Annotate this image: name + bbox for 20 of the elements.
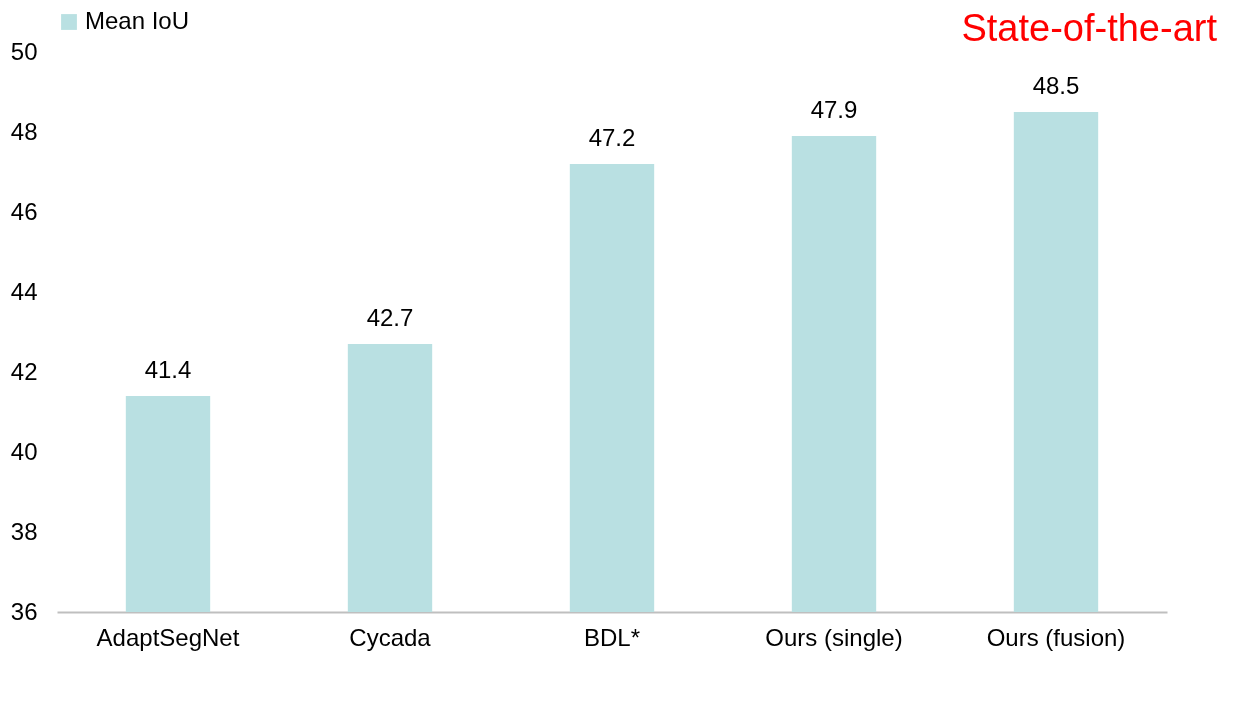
data-label: 48.5 [1032, 72, 1080, 99]
y-tick-label: 48 [10, 117, 38, 145]
x-tick-label: BDL* [583, 623, 641, 651]
y-tick-label: 38 [10, 517, 38, 545]
y-tick-label: 50 [10, 37, 38, 65]
y-tick-label: 42 [10, 357, 38, 385]
data-label: 47.9 [810, 96, 858, 123]
text: State-of-the-art [961, 7, 1218, 49]
y-tick-label: 46 [10, 197, 38, 225]
y-tick-label: 40 [10, 437, 38, 465]
x-tick-label: AdaptSegNet [96, 623, 240, 651]
y-tick-label: 44 [10, 277, 38, 305]
data-label: 42.7 [366, 304, 414, 331]
x-tick-label: Cycada [349, 623, 432, 651]
data-label: 47.2 [588, 124, 636, 151]
y-tick-label: 36 [10, 597, 38, 625]
data-label: 41.4 [144, 356, 192, 383]
x-tick-label: Ours (fusion) [986, 623, 1126, 651]
x-tick-label: Ours (single) [765, 623, 903, 651]
legend-label: Mean IoU [85, 7, 190, 34]
